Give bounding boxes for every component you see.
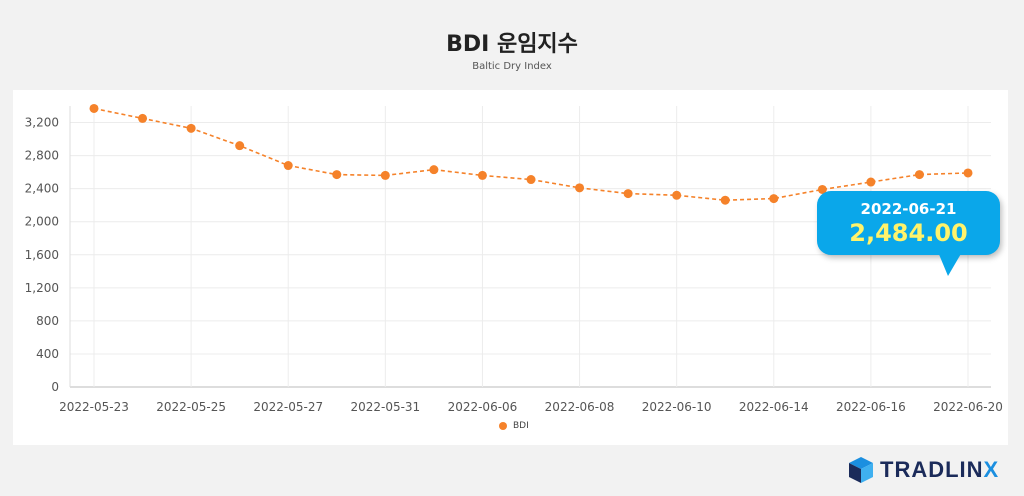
tooltip-date: 2022-06-21 (860, 200, 957, 218)
y-tick-label: 2,400 (25, 182, 59, 196)
y-tick-label: 3,200 (25, 116, 59, 130)
value-tooltip: 2022-06-21 2,484.00 (817, 191, 1000, 255)
y-tick-label: 0 (51, 380, 59, 394)
bdi-data-point (769, 194, 779, 204)
bdi-data-point (235, 141, 245, 151)
bdi-data-point (526, 175, 536, 185)
bdi-data-point (380, 170, 390, 180)
y-tick-label: 400 (36, 347, 59, 361)
bdi-data-point (186, 123, 196, 133)
bdi-data-point (866, 177, 876, 187)
bdi-data-point (914, 170, 924, 180)
page-subtitle: Baltic Dry Index (472, 61, 552, 72)
y-tick-label: 2,000 (25, 215, 59, 229)
y-tick-label: 800 (36, 314, 59, 328)
x-tick-label: 2022-06-16 (836, 400, 906, 414)
tooltip-value: 2,484.00 (849, 219, 968, 247)
x-tick-label: 2022-06-20 (933, 400, 1003, 414)
x-tick-label: 2022-05-31 (350, 400, 420, 414)
cube-logo-icon (849, 457, 873, 483)
bdi-data-point (89, 103, 99, 113)
bdi-data-point (720, 195, 730, 205)
x-tick-label: 2022-06-06 (448, 400, 518, 414)
x-tick-label: 2022-05-25 (156, 400, 226, 414)
chart-legend[interactable]: BDI (499, 421, 529, 431)
chart-panel (13, 90, 1008, 445)
bdi-data-point (623, 189, 633, 199)
x-tick-label: 2022-05-27 (253, 400, 323, 414)
bdi-data-point (429, 165, 439, 175)
x-tick-label: 2022-05-23 (59, 400, 129, 414)
bdi-data-point (138, 113, 148, 123)
bdi-data-point (672, 190, 682, 200)
bdi-data-point (283, 161, 293, 171)
logo-text: TRADLINX (880, 457, 1000, 482)
legend-label: BDI (513, 421, 529, 431)
y-tick-label: 2,800 (25, 149, 59, 163)
legend-marker (499, 422, 507, 430)
bdi-data-point (575, 183, 585, 193)
x-tick-label: 2022-06-10 (642, 400, 712, 414)
tradlinx-logo: TRADLINX (848, 455, 999, 485)
bdi-data-point (477, 170, 487, 180)
y-tick-label: 1,200 (25, 281, 59, 295)
bdi-data-point (963, 168, 973, 178)
bdi-data-point (332, 170, 342, 180)
x-tick-label: 2022-06-14 (739, 400, 809, 414)
page-title: BDI 운임지수 (446, 32, 578, 57)
tooltip-pointer (938, 252, 962, 276)
y-tick-label: 1,600 (25, 248, 59, 262)
x-tick-label: 2022-06-08 (545, 400, 615, 414)
